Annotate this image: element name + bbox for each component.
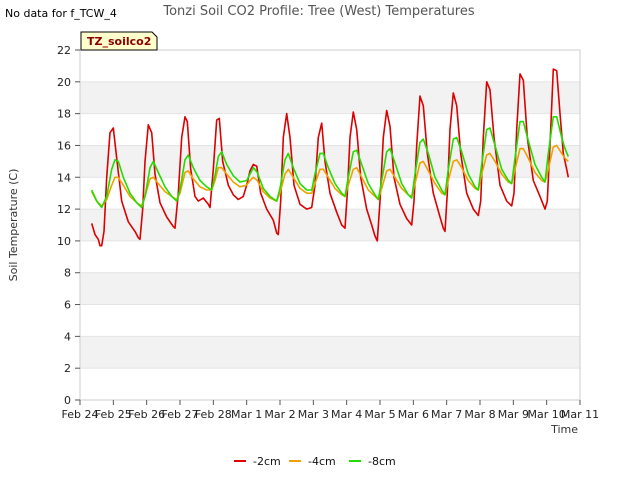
x-tick-label: Mar 4 [331, 408, 362, 421]
legend-label: -2cm [253, 455, 281, 468]
y-tick-label: 10 [57, 235, 71, 248]
y-tick-label: 0 [64, 394, 71, 407]
series-line-8cm [90, 116, 570, 209]
source-badge: TZ_soilco2 [80, 31, 158, 51]
grid-band [80, 209, 580, 241]
x-tick-label: Mar 6 [398, 408, 429, 421]
x-tick-label: Feb 26 [128, 408, 165, 421]
x-tick-label: Feb 27 [162, 408, 199, 421]
grid-band [80, 272, 580, 305]
x-axis-label: Time [550, 423, 578, 436]
x-tick-label: Feb 24 [62, 408, 99, 421]
grid-band [80, 336, 580, 369]
y-tick-label: 2 [64, 362, 71, 375]
legend-label: -4cm [308, 455, 336, 468]
y-axis: 0 2 4 6 8 10 12 14 16 18 20 22 [57, 44, 80, 407]
series-lines [90, 68, 570, 247]
plot-area [79, 49, 581, 401]
x-tick-label: Mar 3 [298, 408, 329, 421]
y-tick-label: 4 [64, 330, 71, 343]
y-tick-label: 6 [64, 299, 71, 312]
x-tick-label: Mar 5 [364, 408, 395, 421]
legend: -2cm -4cm -8cm [234, 455, 396, 468]
badge-label: TZ_soilco2 [87, 35, 151, 48]
y-tick-label: 14 [57, 171, 71, 184]
y-tick-label: 8 [64, 267, 71, 280]
y-tick-label: 16 [57, 139, 71, 152]
x-tick-label: Mar 8 [464, 408, 495, 421]
y-tick-label: 18 [57, 108, 71, 121]
y-tick-label: 20 [57, 76, 71, 89]
x-tick-label: Feb 25 [95, 408, 132, 421]
y-axis-label: Soil Temperature (C) [7, 169, 20, 282]
x-tick-label: Mar 7 [431, 408, 462, 421]
x-tick-label: Mar 10 [528, 408, 566, 421]
y-tick-label: 22 [57, 44, 71, 57]
x-tick-label: Mar 9 [498, 408, 529, 421]
y-tick-label: 12 [57, 203, 71, 216]
badge-box [80, 31, 158, 51]
x-tick-label: Mar 11 [561, 408, 599, 421]
grid-bands [80, 81, 580, 401]
chart-title: Tonzi Soil CO2 Profile: Tree (West) Temp… [162, 4, 475, 19]
no-data-note: No data for f_TCW_4 [5, 7, 117, 20]
series-line-2cm [90, 68, 570, 247]
x-tick-label: Mar 1 [231, 408, 262, 421]
grid-band [80, 81, 580, 114]
legend-label: -8cm [368, 455, 396, 468]
x-tick-label: Feb 28 [195, 408, 232, 421]
x-tick-label: Mar 2 [264, 408, 295, 421]
